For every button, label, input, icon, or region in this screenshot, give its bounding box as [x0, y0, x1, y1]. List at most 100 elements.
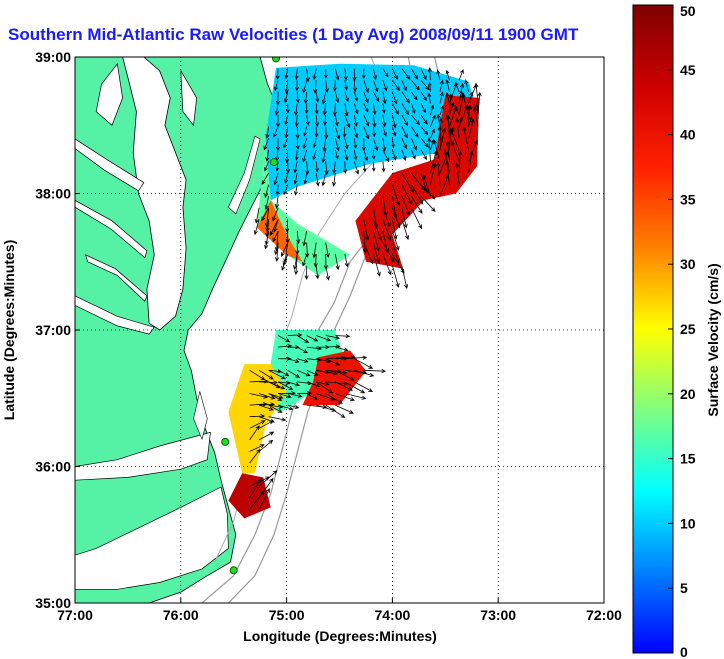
- radar-station-3: [221, 437, 230, 446]
- velocity-arrow: [468, 115, 473, 127]
- velocity-arrow: [381, 161, 386, 173]
- velocity-arrow: [284, 149, 290, 164]
- velocity-arrow: [363, 219, 370, 241]
- velocity-arrow: [249, 402, 268, 407]
- velocity-arrow: [265, 219, 270, 238]
- velocity-arrow: [411, 103, 416, 114]
- velocity-arrow: [275, 161, 280, 172]
- velocity-arrow: [315, 381, 334, 394]
- velocity-arrow: [273, 172, 279, 186]
- colorbar-tick-label: 15: [680, 451, 696, 467]
- velocity-arrow: [312, 68, 317, 81]
- bay-waters: [75, 57, 261, 590]
- velocity-arrow: [462, 126, 469, 150]
- velocity-arrow: [278, 380, 291, 386]
- velocity-arrow: [373, 80, 379, 93]
- velocity-arrow: [287, 404, 300, 409]
- velocity-arrow: [264, 184, 269, 199]
- velocity-arrow: [436, 113, 441, 127]
- velocity-arrow: [296, 230, 301, 245]
- velocity-arrow: [401, 184, 413, 205]
- velocity-arrow: [363, 103, 369, 113]
- velocity-arrow: [334, 254, 340, 271]
- velocity-arrow: [316, 404, 337, 412]
- velocity-arrow: [295, 91, 300, 104]
- velocity-arrow: [372, 114, 377, 128]
- velocity-arrow: [314, 103, 319, 115]
- albemarle-sound: [75, 431, 211, 481]
- velocity-arrow: [363, 114, 370, 127]
- velocity-arrow: [363, 368, 387, 374]
- velocity-arrow: [285, 161, 291, 174]
- colorbar-tick-label: 10: [680, 515, 696, 531]
- velocity-arrow: [302, 254, 308, 267]
- velocity-arrow: [344, 254, 349, 268]
- velocity-arrow: [392, 253, 405, 274]
- velocity-arrow: [275, 68, 280, 81]
- grid-lines: [75, 57, 604, 603]
- y-axis-ticks: 35:00 36:00 37:00 38:00 39:00: [35, 49, 80, 611]
- velocity-arrow: [295, 242, 300, 256]
- velocity-arrow: [277, 369, 290, 377]
- velocity-arrow: [449, 101, 455, 116]
- velocity-arrow: [420, 91, 427, 102]
- velocity-arrow: [294, 114, 299, 128]
- velocity-arrow: [474, 103, 479, 116]
- velocity-arrow: [372, 103, 377, 116]
- velocity-arrow: [445, 140, 450, 162]
- velocity-arrow: [312, 138, 317, 149]
- velocity-arrow: [287, 345, 300, 350]
- velocity-arrow: [430, 114, 436, 127]
- velocity-arrow: [382, 80, 388, 92]
- velocity-arrow: [401, 149, 407, 161]
- velocity-arrow: [249, 448, 261, 464]
- x-tick-label: 73:00: [480, 607, 516, 623]
- velocity-arrow: [430, 162, 437, 185]
- velocity-arrow: [428, 81, 432, 92]
- velocity-arrow: [335, 381, 354, 391]
- velocity-arrow: [315, 91, 320, 103]
- colorbar-tick-label: 20: [680, 386, 696, 402]
- velocity-arrow: [427, 137, 432, 162]
- velocity-arrow: [306, 335, 319, 342]
- velocity-arrow: [392, 91, 398, 105]
- velocity-arrow: [249, 420, 266, 429]
- velocity-arrow: [382, 219, 392, 241]
- velocity-arrow: [258, 488, 270, 510]
- velocity-arrow: [420, 68, 427, 81]
- velocity-arrow: [432, 139, 441, 162]
- velocity-arrow: [305, 68, 310, 83]
- velocity-arrow: [295, 126, 300, 140]
- velocity-arrow: [344, 114, 351, 129]
- velocity-arrow: [411, 79, 420, 91]
- velocity-arrow: [332, 80, 337, 92]
- velocity-arrow: [450, 128, 460, 150]
- velocity-arrow: [324, 161, 329, 176]
- velocity-arrow: [382, 207, 391, 228]
- velocity-arrow: [302, 230, 308, 247]
- velocity-arrow: [324, 126, 329, 140]
- velocity-arrow: [335, 404, 354, 414]
- velocity-arrow: [362, 161, 367, 173]
- velocity-arrow: [297, 346, 308, 354]
- velocity-arrow: [458, 82, 465, 104]
- velocity-arrow: [268, 381, 286, 390]
- velocity-arrow: [382, 242, 395, 263]
- velocity-arrow: [373, 254, 381, 277]
- velocity-arrow: [420, 126, 429, 136]
- velocity-arrow: [314, 114, 319, 128]
- x-tick-label: 77:00: [57, 607, 93, 623]
- y-tick-label: 38:00: [35, 186, 71, 202]
- velocity-arrow: [411, 91, 418, 101]
- velocity-arrow: [293, 172, 298, 185]
- velocity-arrow: [344, 80, 348, 91]
- coastal-bays: [228, 135, 261, 215]
- colorbar-ticks: 0 5 10 15 20 25 30 35 40 45 50: [668, 3, 696, 659]
- velocity-arrow: [344, 138, 349, 150]
- radar-stations: [221, 57, 281, 575]
- velocity-arrow: [287, 332, 303, 338]
- colorbar-label: Surface Velocity (cm/s): [705, 263, 721, 416]
- currituck-sound: [193, 391, 208, 441]
- velocity-arrow: [392, 184, 400, 206]
